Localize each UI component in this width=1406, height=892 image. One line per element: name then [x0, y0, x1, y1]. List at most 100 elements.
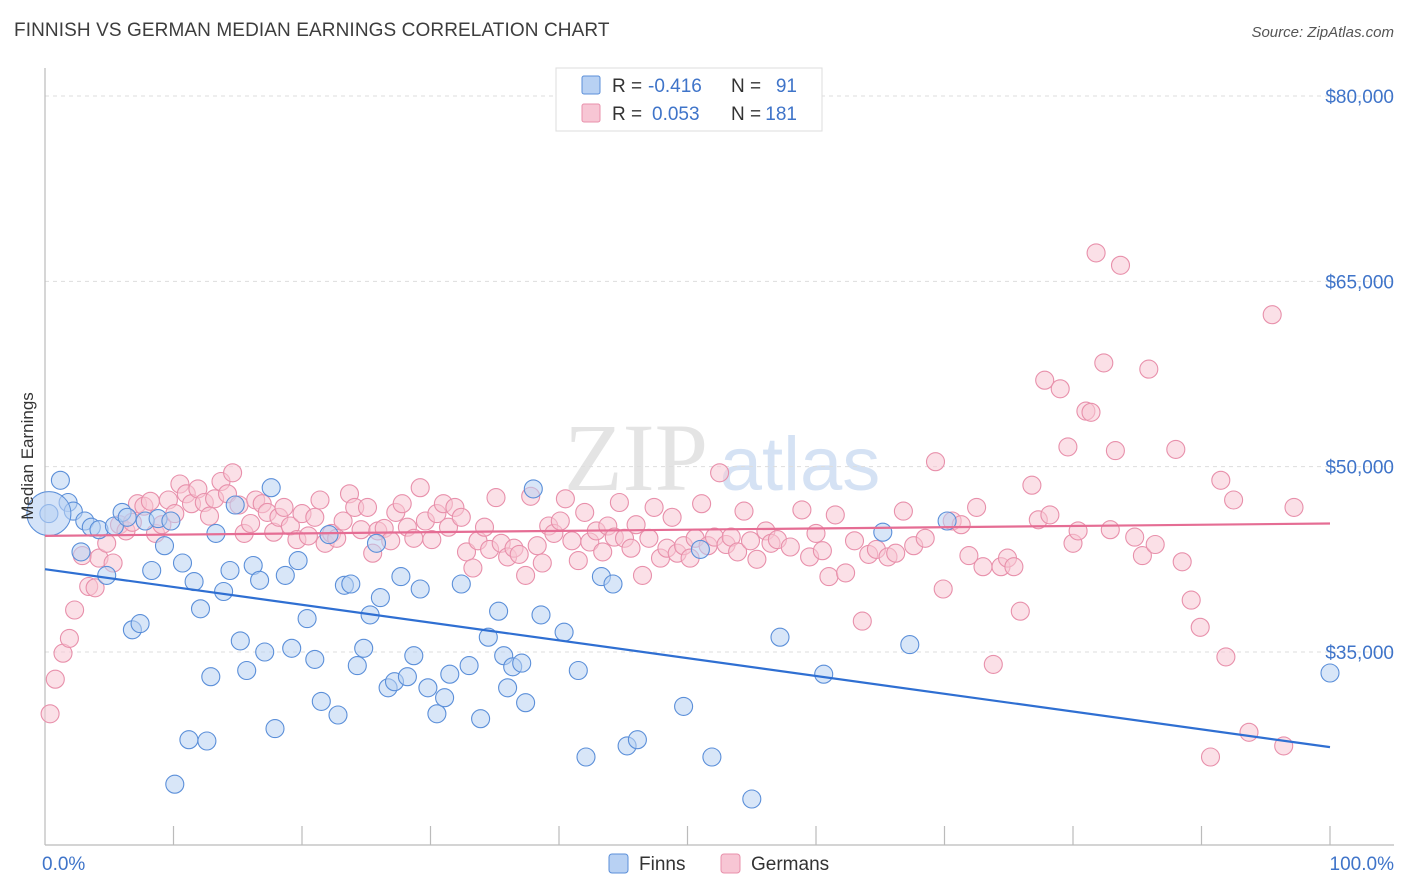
- finns-point-80: [627, 730, 647, 750]
- germans-point-154: [1035, 370, 1055, 390]
- finns-point-35: [261, 478, 281, 498]
- finns-point-37: [275, 565, 295, 585]
- legend-germans-n-value: 181: [765, 104, 797, 125]
- germans-point-96: [609, 492, 629, 513]
- y-tick-label-1: $50,000: [1325, 458, 1394, 479]
- finns-point-51: [370, 588, 390, 608]
- germans-point-169: [1139, 359, 1159, 379]
- germans-point-180: [1262, 305, 1282, 325]
- germans-point-43: [298, 526, 318, 546]
- finns-point-48: [354, 638, 374, 658]
- watermark-atlas: atlas: [720, 422, 881, 507]
- legend-finns-r-label: R =: [612, 76, 642, 97]
- finns-points: [26, 470, 1340, 809]
- finns-point-72: [523, 479, 543, 499]
- germans-point-93: [593, 542, 613, 562]
- germans-point-166: [1110, 255, 1131, 275]
- germans-point-174: [1190, 617, 1210, 637]
- germans-point-98: [621, 538, 641, 558]
- germans-point-90: [575, 502, 595, 522]
- germans-point-3: [59, 628, 79, 648]
- x-tick-label-max: 100.0%: [1330, 854, 1395, 875]
- finns-point-71: [516, 693, 536, 713]
- germans-point-117: [734, 501, 754, 521]
- germans-point-179: [1239, 722, 1259, 742]
- germans-point-137: [893, 501, 913, 521]
- germans-point-30: [223, 463, 243, 483]
- legend-germans-r-value: 0.053: [652, 104, 700, 125]
- y-tick-label-3: $80,000: [1325, 87, 1394, 108]
- germans-point-128: [819, 567, 839, 587]
- germans-point-126: [806, 523, 826, 543]
- finns-point-21: [179, 730, 199, 750]
- germans-point-116: [728, 542, 748, 562]
- finns-point-31: [237, 660, 257, 681]
- finns-point-78: [603, 574, 623, 594]
- germans-point-70: [456, 542, 477, 562]
- finns-point-62: [451, 574, 471, 594]
- finns-point-75: [568, 660, 588, 681]
- finns-point-40: [297, 609, 317, 629]
- series-legend: Finns Germans: [608, 853, 829, 875]
- germans-point-79: [509, 544, 529, 564]
- legend-finns-n-value: 91: [776, 76, 797, 97]
- finns-point-33: [250, 570, 270, 590]
- germans-point-53: [357, 497, 378, 517]
- germans-point-64: [422, 530, 442, 550]
- germans-point-145: [967, 497, 987, 517]
- germans-point-177: [1216, 647, 1236, 667]
- finns-point-24: [197, 731, 217, 751]
- finns-point-30: [230, 631, 250, 651]
- finns-point-90: [1320, 663, 1340, 683]
- legend-finns-r-value: -0.416: [648, 76, 702, 97]
- germans-point-170: [1145, 534, 1165, 555]
- germans-point-124: [792, 500, 812, 520]
- germans-point-152: [1022, 475, 1042, 495]
- finns-point-88: [900, 635, 920, 655]
- finns-point-87: [873, 522, 893, 542]
- legend-germans-r-label: R =: [612, 104, 642, 125]
- germans-point-129: [825, 505, 845, 525]
- x-tick-label-min: 0.0%: [42, 854, 85, 875]
- germans-point-62: [410, 478, 430, 498]
- series-legend-finns-label: Finns: [639, 854, 685, 875]
- finns-point-28: [220, 560, 240, 581]
- germans-point-123: [780, 537, 800, 557]
- germans-points: [40, 243, 1304, 767]
- germans-point-140: [925, 452, 946, 472]
- germans-point-173: [1181, 590, 1201, 610]
- germans-point-165: [1105, 441, 1125, 461]
- germans-point-82: [527, 536, 547, 556]
- germans-point-101: [639, 528, 659, 548]
- finns-point-64: [471, 709, 491, 729]
- finns-point-65: [478, 627, 498, 647]
- series-legend-germans-label: Germans: [751, 854, 829, 875]
- germans-point-113: [710, 463, 730, 483]
- germans-point-100: [632, 565, 653, 585]
- finns-point-44: [328, 705, 348, 725]
- finns-point-19: [165, 774, 185, 794]
- germans-point-176: [1211, 470, 1231, 490]
- finns-point-63: [459, 656, 479, 676]
- finns-point-29: [225, 495, 245, 515]
- finns-point-17: [154, 536, 175, 556]
- germans-point-80: [516, 565, 536, 585]
- finns-point-70: [512, 653, 532, 673]
- germans-point-4: [65, 600, 85, 620]
- germans-point-75: [486, 488, 506, 508]
- germans-point-171: [1166, 439, 1186, 459]
- germans-point-1: [45, 669, 65, 689]
- finns-point-20: [172, 553, 193, 573]
- finns-trend-line: [44, 568, 1331, 749]
- finns-point-11: [117, 507, 137, 527]
- germans-point-73: [474, 517, 495, 537]
- finns-point-54: [391, 567, 411, 587]
- germans-point-136: [886, 543, 906, 563]
- germans-point-83: [532, 553, 552, 573]
- germans-point-132: [852, 611, 872, 631]
- finns-point-46: [341, 574, 361, 594]
- germans-point-39: [274, 497, 294, 517]
- finns-point-4: [71, 542, 91, 562]
- finns-point-59: [427, 704, 447, 724]
